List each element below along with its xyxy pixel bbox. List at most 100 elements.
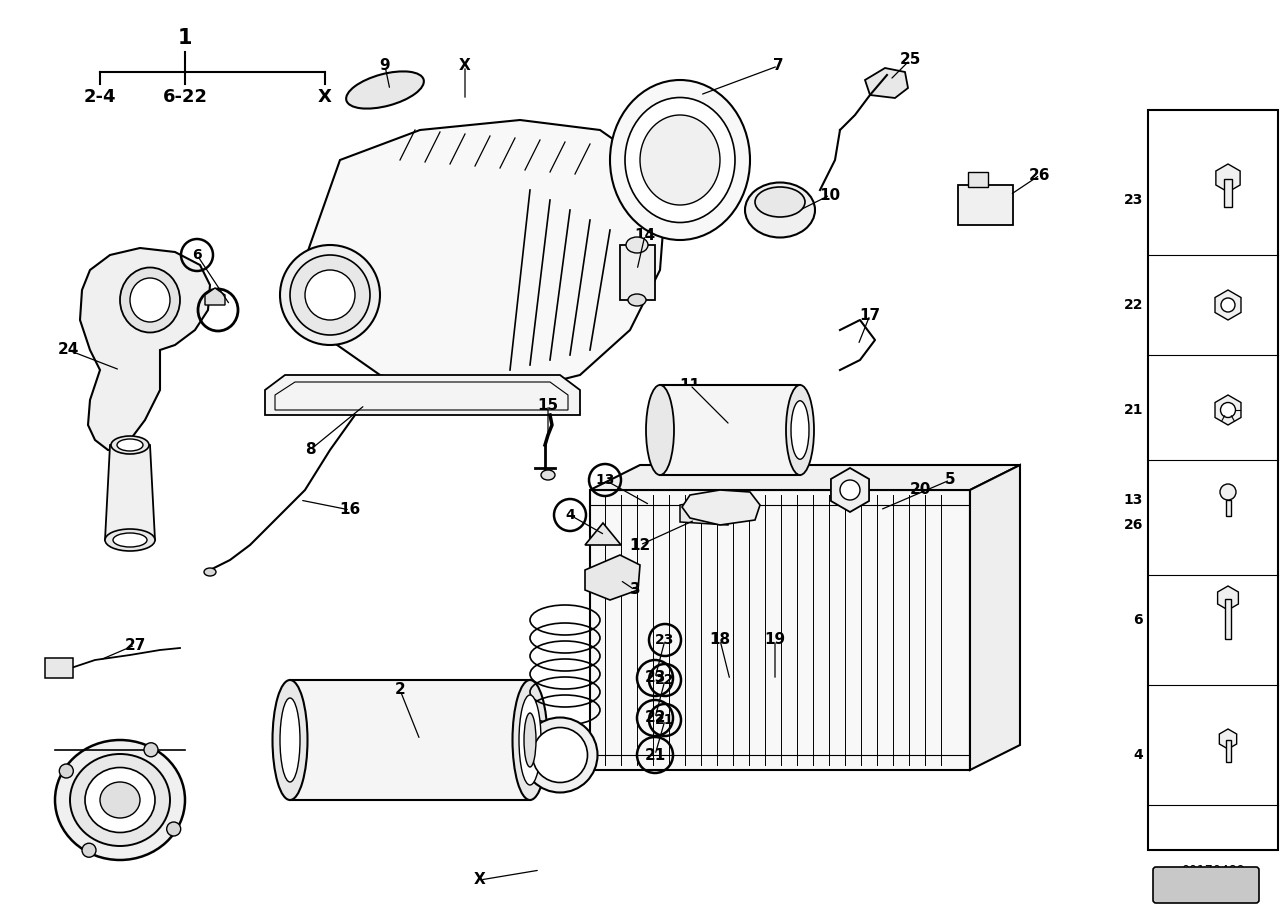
Text: 16: 16	[340, 502, 360, 518]
Text: 6-22: 6-22	[162, 88, 207, 106]
Ellipse shape	[55, 740, 185, 860]
Text: X: X	[474, 873, 486, 887]
Text: 12: 12	[629, 538, 651, 552]
Ellipse shape	[646, 385, 674, 475]
Text: 20: 20	[910, 482, 931, 498]
Polygon shape	[682, 490, 761, 525]
Text: 27: 27	[125, 638, 145, 652]
Text: X: X	[318, 88, 332, 106]
Text: 5: 5	[945, 472, 955, 488]
Ellipse shape	[533, 727, 587, 783]
Ellipse shape	[346, 71, 423, 108]
Ellipse shape	[113, 533, 147, 547]
Polygon shape	[586, 523, 622, 545]
Circle shape	[82, 844, 97, 857]
Ellipse shape	[625, 97, 735, 223]
Polygon shape	[205, 288, 225, 305]
Ellipse shape	[640, 115, 719, 205]
Text: 2-4: 2-4	[84, 88, 116, 106]
Text: 2: 2	[395, 682, 405, 697]
Circle shape	[1220, 484, 1236, 500]
Polygon shape	[680, 498, 730, 525]
Polygon shape	[106, 445, 154, 540]
FancyBboxPatch shape	[1153, 867, 1259, 903]
Polygon shape	[1215, 395, 1241, 425]
Polygon shape	[831, 468, 869, 512]
Bar	[589, 490, 970, 770]
Bar	[290, 680, 530, 800]
Bar	[1148, 110, 1278, 850]
Ellipse shape	[273, 680, 308, 800]
Bar	[1224, 179, 1232, 207]
Bar	[968, 172, 988, 187]
Polygon shape	[865, 68, 909, 98]
Text: 4: 4	[1134, 748, 1143, 762]
Text: 23: 23	[1124, 193, 1143, 207]
Ellipse shape	[625, 237, 647, 253]
Circle shape	[840, 480, 860, 500]
Ellipse shape	[130, 278, 170, 322]
Text: 22: 22	[1124, 298, 1143, 312]
Text: 26: 26	[1124, 518, 1143, 532]
Polygon shape	[1218, 586, 1238, 610]
Text: 23: 23	[655, 633, 674, 647]
Ellipse shape	[610, 80, 750, 240]
Bar	[1225, 599, 1230, 639]
Polygon shape	[1216, 164, 1241, 192]
Ellipse shape	[120, 268, 180, 332]
Ellipse shape	[117, 439, 143, 451]
Ellipse shape	[541, 470, 555, 480]
Ellipse shape	[106, 529, 154, 551]
Ellipse shape	[69, 754, 170, 846]
Ellipse shape	[100, 782, 140, 818]
Text: 24: 24	[58, 342, 79, 358]
Ellipse shape	[281, 245, 380, 345]
Ellipse shape	[290, 255, 369, 335]
Ellipse shape	[792, 400, 810, 460]
Text: 14: 14	[634, 228, 655, 242]
Polygon shape	[305, 120, 665, 390]
Text: 10: 10	[820, 187, 840, 203]
Polygon shape	[1215, 290, 1241, 320]
Text: 6: 6	[1134, 613, 1143, 627]
Text: 13: 13	[1124, 493, 1143, 507]
Text: 3: 3	[629, 582, 641, 598]
Polygon shape	[1219, 729, 1237, 749]
Polygon shape	[970, 465, 1021, 770]
Ellipse shape	[281, 698, 300, 782]
Bar	[1225, 500, 1230, 516]
Text: 9: 9	[380, 58, 390, 74]
Bar	[1225, 740, 1230, 762]
Polygon shape	[265, 375, 580, 415]
Ellipse shape	[523, 717, 597, 793]
Ellipse shape	[519, 695, 541, 785]
Text: 13: 13	[596, 473, 615, 487]
Ellipse shape	[205, 568, 216, 576]
Polygon shape	[586, 555, 640, 600]
Bar	[660, 385, 801, 475]
Ellipse shape	[745, 183, 815, 238]
Text: 7: 7	[772, 58, 784, 74]
Text: 1: 1	[178, 28, 192, 48]
Text: 18: 18	[709, 632, 731, 648]
Ellipse shape	[111, 436, 149, 454]
Ellipse shape	[755, 187, 804, 217]
Text: 25: 25	[900, 53, 920, 67]
Text: 8: 8	[305, 442, 315, 458]
Text: 22: 22	[655, 673, 674, 687]
Text: 11: 11	[680, 378, 700, 392]
Text: 17: 17	[860, 308, 880, 322]
Ellipse shape	[524, 713, 535, 767]
Text: 23: 23	[645, 671, 665, 685]
Ellipse shape	[786, 385, 813, 475]
Text: 22: 22	[645, 711, 665, 725]
Text: 4: 4	[565, 508, 575, 522]
Ellipse shape	[628, 294, 646, 306]
Text: 21: 21	[655, 713, 674, 727]
Text: 21: 21	[645, 747, 665, 763]
Text: 21: 21	[1124, 403, 1143, 417]
Text: 6: 6	[192, 248, 202, 262]
Text: 26: 26	[1030, 167, 1050, 183]
Bar	[620, 245, 655, 300]
Bar	[45, 658, 73, 678]
